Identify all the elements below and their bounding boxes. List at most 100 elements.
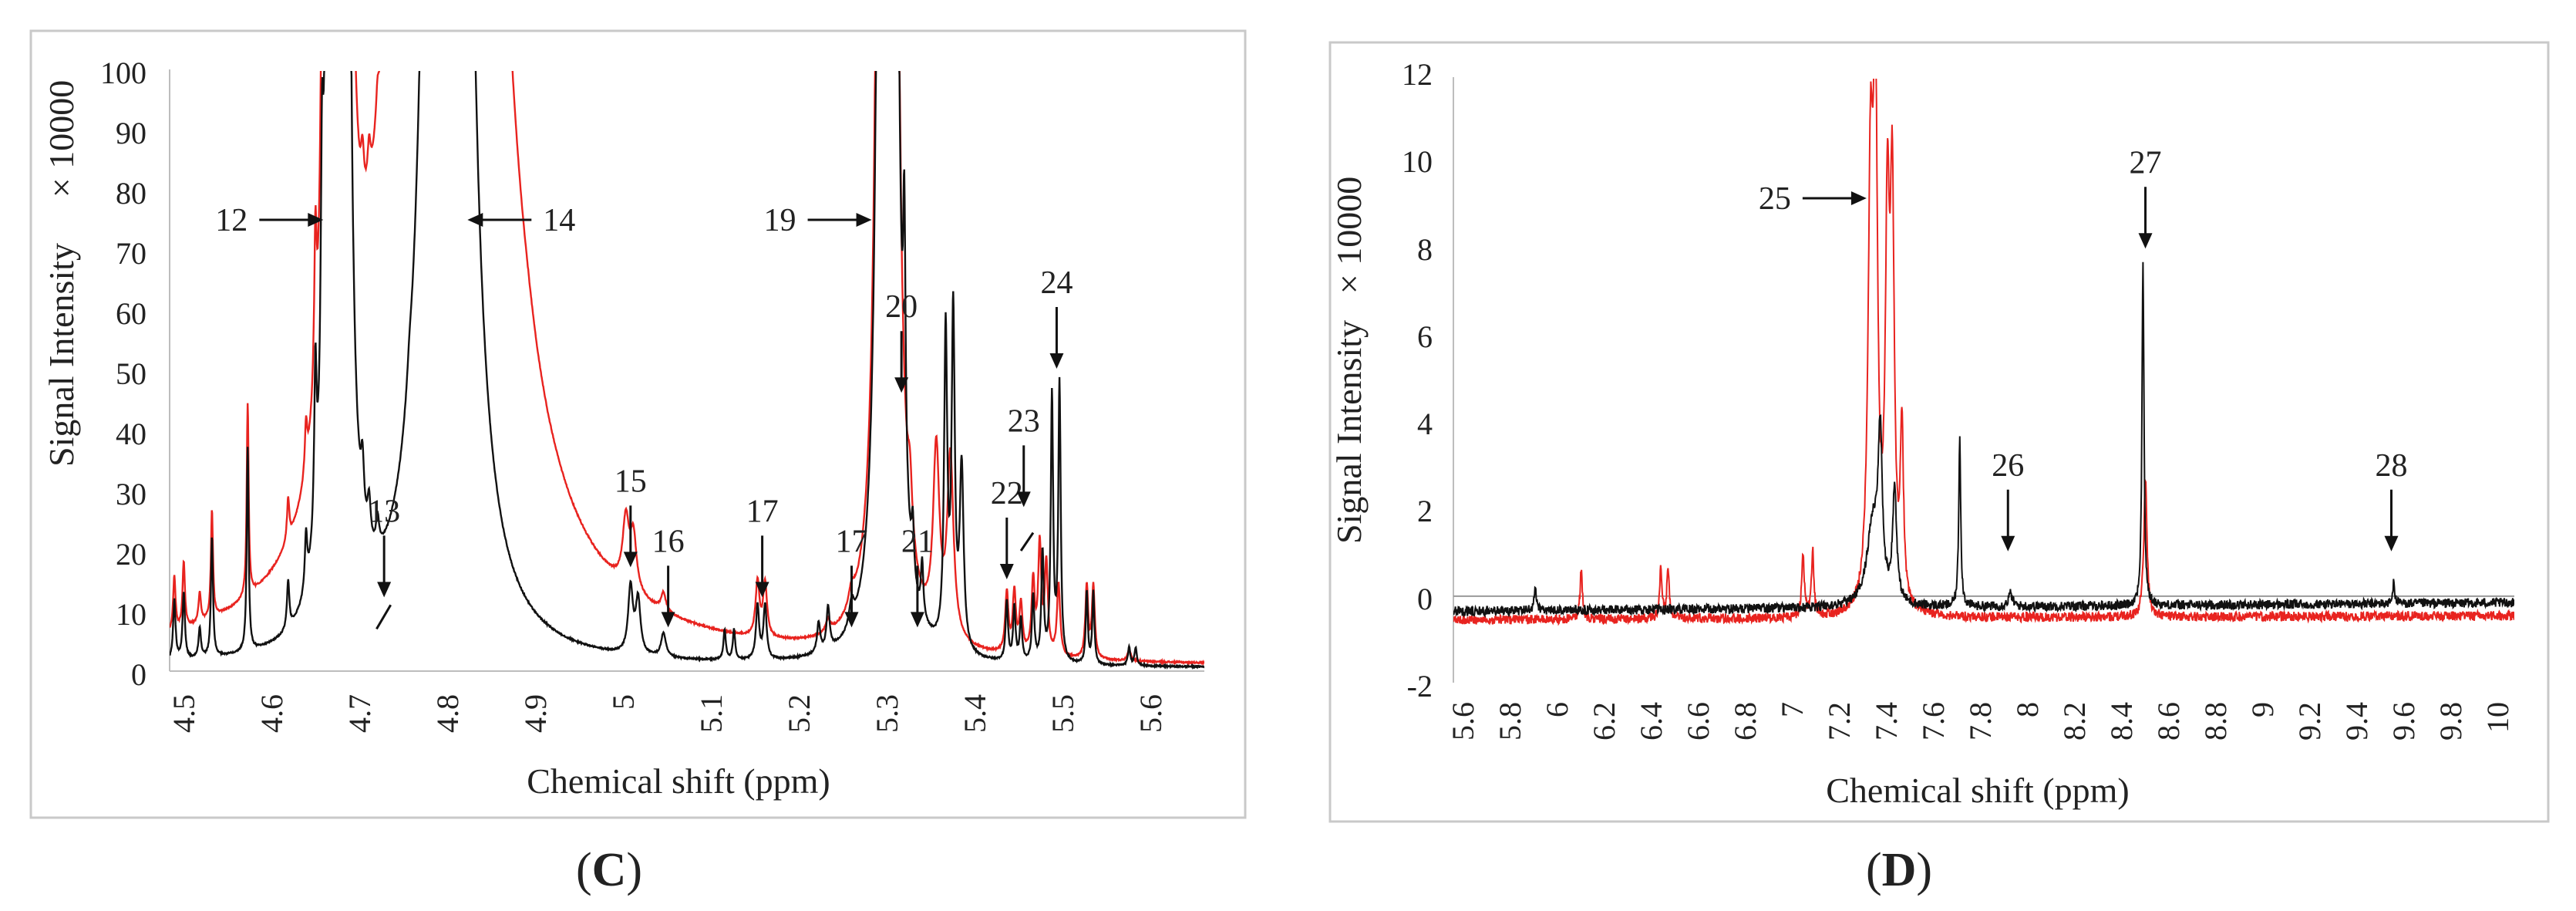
panel-d-label: (D): [1866, 844, 1932, 896]
y-tick-label: 50: [116, 356, 146, 391]
y-tick-label: 70: [116, 236, 146, 271]
peak-annotation: 22: [991, 476, 1023, 579]
annotation-label: 19: [764, 203, 796, 238]
y-tick-label: 12: [1402, 57, 1433, 92]
x-tick-label: 7.2: [1822, 702, 1857, 741]
x-tick-label: 8.8: [2198, 702, 2233, 741]
peak-annotation: 16: [652, 524, 685, 628]
arrow-head-icon: [2138, 233, 2153, 249]
x-tick-label: 4.7: [342, 694, 377, 733]
x-tick-label: 6.6: [1681, 702, 1716, 741]
peak-annotation: 26: [1992, 448, 2024, 552]
annotation-label: 25: [1759, 181, 1791, 217]
arrow-head-icon: [2001, 535, 2015, 552]
annotation-label: 23: [1008, 403, 1040, 439]
red-spectrum-line: [1453, 79, 2514, 626]
x-tick-label: 9.6: [2386, 702, 2421, 741]
arrow-head-icon: [308, 213, 324, 227]
x-tick-label: 8: [2010, 702, 2045, 717]
peak-annotation: 21: [901, 524, 934, 628]
peak-annotation: 14: [467, 203, 575, 238]
panel-c-xticks: 4.5 4.6 4.7 4.8 4.9 5 5.1 5.2 5.3 5.4 5.…: [167, 694, 1168, 733]
annotation-label: 14: [543, 203, 575, 238]
y-tick-label: 80: [116, 176, 146, 211]
annotation-label: 17: [746, 494, 779, 529]
panel-d-y-axis-label: Signal Intensity: [1329, 320, 1369, 544]
arrow-head-icon: [999, 564, 1014, 579]
y-tick-label: 8: [1417, 232, 1433, 267]
panel-d-frame: [1328, 41, 2550, 823]
panel-d-plot: 25 26 27 28: [1453, 77, 2514, 683]
peak-annotation: 25: [1759, 181, 1867, 217]
y-tick-label: -2: [1407, 669, 1433, 703]
arrow-head-icon: [844, 612, 859, 628]
annotation-slash: [375, 604, 392, 630]
y-tick-label: 0: [131, 657, 146, 692]
arrow-head-icon: [910, 612, 924, 628]
panel-c-chart: 0 10 20 30 40 50 60 70 80 90 100 4.5 4.6…: [29, 29, 1247, 896]
x-tick-label: 5: [606, 694, 641, 710]
annotation-label: 17: [836, 524, 868, 559]
arrow-head-icon: [856, 213, 872, 227]
x-tick-label: 5.6: [1133, 694, 1168, 733]
panel-d-yticks: -2 0 2 4 6 8 10 12: [1402, 57, 1433, 703]
x-tick-label: 4.5: [167, 694, 201, 733]
panel-d-chart: -2 0 2 4 6 8 10 12 5.6 5.8 6 6.2 6.4 6.6…: [1328, 41, 2550, 896]
annotation-label: 28: [2376, 448, 2408, 484]
arrow-head-icon: [1049, 353, 1064, 369]
x-tick-label: 5.8: [1493, 702, 1527, 741]
y-tick-label: 40: [116, 417, 146, 451]
arrow-head-icon: [467, 213, 483, 227]
x-tick-label: 6.4: [1634, 702, 1669, 741]
panel-c-frame: [29, 29, 1247, 819]
peak-annotation: 27: [2130, 145, 2162, 249]
annotation-label: 21: [901, 524, 934, 559]
panel-c-label: (C): [576, 844, 642, 896]
peak-annotation: 17: [746, 494, 779, 598]
x-tick-label: 4.8: [430, 694, 465, 733]
peak-annotation: 19: [764, 203, 872, 238]
x-tick-label: 8.2: [2057, 702, 2092, 741]
annotation-label: 13: [368, 494, 400, 529]
x-tick-label: 9: [2245, 702, 2280, 717]
y-tick-label: 60: [116, 296, 146, 331]
x-tick-label: 8.6: [2151, 702, 2186, 741]
x-tick-label: 8.4: [2104, 702, 2139, 741]
y-tick-label: 2: [1417, 494, 1433, 528]
annotation-label: 24: [1040, 265, 1072, 301]
arrow-head-icon: [894, 377, 909, 393]
annotation-label: 22: [991, 476, 1023, 511]
x-tick-label: 5.6: [1446, 702, 1480, 741]
peak-annotation: 24: [1040, 265, 1072, 369]
arrow-head-icon: [1016, 491, 1031, 508]
annotation-label: 26: [1992, 448, 2024, 484]
y-tick-label: 90: [116, 116, 146, 150]
x-tick-label: 7.6: [1916, 702, 1951, 741]
y-tick-label: 4: [1417, 407, 1433, 441]
panel-d-xticks: 5.6 5.8 6 6.2 6.4 6.6 6.8 7 7.2 7.4 7.6 …: [1446, 702, 2515, 741]
x-tick-label: 9.4: [2339, 702, 2374, 741]
x-tick-label: 5.3: [870, 694, 904, 733]
annotation-label: 20: [885, 289, 918, 325]
annotation-label: 16: [652, 524, 685, 559]
peak-annotation: 13: [368, 494, 400, 598]
black-spectrum-line: [170, 71, 1204, 670]
arrow-head-icon: [1850, 191, 1867, 205]
annotation-slash: [1019, 531, 1035, 552]
x-tick-label: 7.8: [1963, 702, 1998, 741]
panel-c-x-axis-label: Chemical shift (ppm): [527, 761, 830, 801]
y-tick-label: 10: [1402, 144, 1433, 179]
peak-annotation: 23: [1008, 403, 1040, 508]
panel-c-y-axis-unit: × 10000: [42, 80, 81, 197]
y-tick-label: 0: [1417, 582, 1433, 616]
x-tick-label: 4.6: [254, 694, 289, 733]
y-tick-label: 10: [116, 597, 146, 632]
arrow-head-icon: [661, 612, 675, 628]
y-tick-label: 30: [116, 477, 146, 511]
panel-c-yticks: 0 10 20 30 40 50 60 70 80 90 100: [100, 56, 146, 692]
peak-annotation: 12: [215, 203, 324, 238]
x-tick-label: 5.1: [694, 694, 729, 733]
arrow-head-icon: [623, 552, 638, 568]
y-tick-label: 100: [100, 56, 146, 90]
